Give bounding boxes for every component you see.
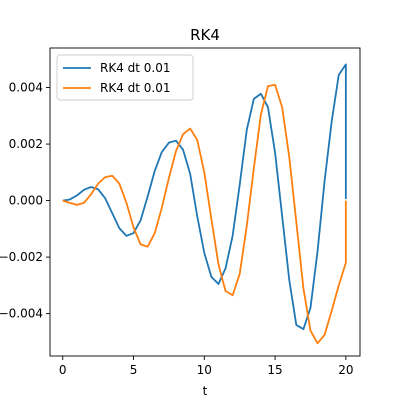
y-tick-label: −0.004 (0, 307, 43, 321)
series-line-1 (62, 63, 347, 331)
x-axis-label: t (203, 384, 208, 398)
x-axis-ticks: 0 5 10 15 20 (59, 356, 353, 377)
x-tick-label: 0 (59, 363, 67, 377)
plot-lines (62, 63, 347, 345)
y-tick-label: 0.000 (9, 194, 43, 208)
x-tick-label: 5 (130, 363, 138, 377)
y-axis-ticks: −0.004 −0.002 0.000 0.002 0.004 (0, 81, 50, 321)
series-line-2 (62, 83, 347, 345)
x-tick-label: 10 (197, 363, 212, 377)
y-tick-label: 0.002 (9, 137, 43, 151)
x-tick-label: 15 (267, 363, 282, 377)
y-tick-label: −0.002 (0, 250, 43, 264)
legend-label-series-1: RK4 dt 0.01 (100, 61, 171, 75)
axes-frame (49, 47, 361, 357)
chart-title: RK4 (190, 26, 220, 44)
x-tick-label: 20 (338, 363, 353, 377)
legend-label-series-2: RK4 dt 0.01 (100, 81, 171, 95)
legend: RK4 dt 0.01 RK4 dt 0.01 (56, 54, 194, 101)
y-tick-label: 0.004 (9, 81, 43, 95)
